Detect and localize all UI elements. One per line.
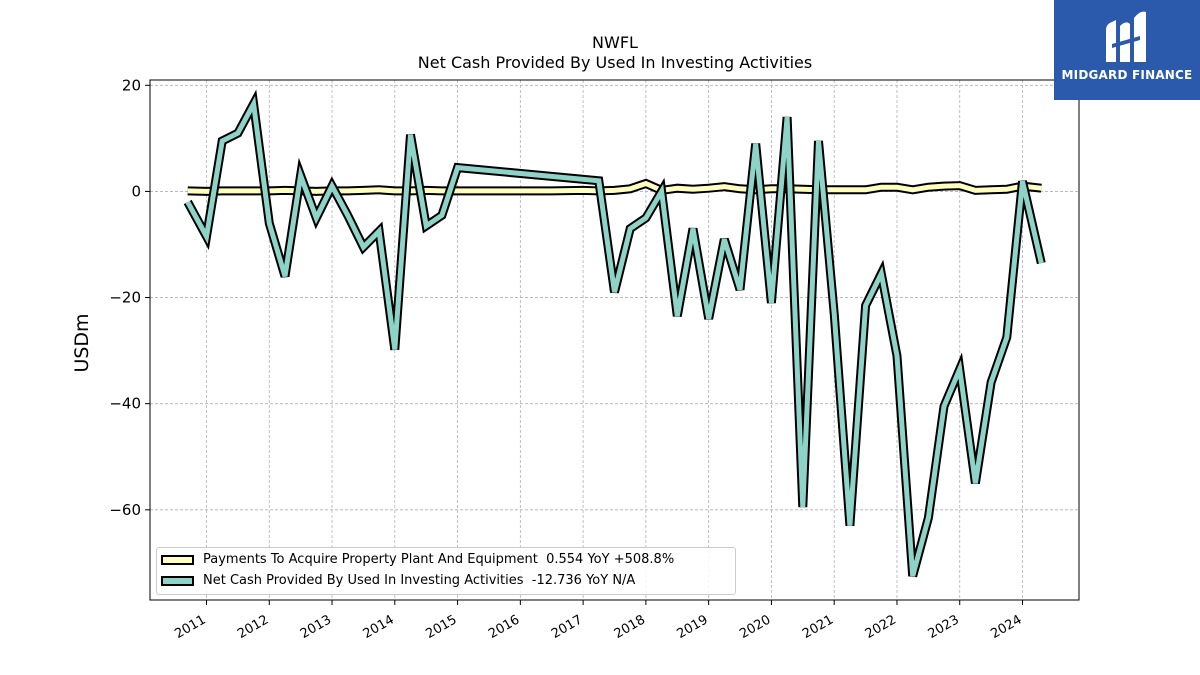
y-tick-label: −40	[109, 395, 141, 413]
grid-lines	[150, 80, 1079, 600]
series-lines	[183, 89, 1046, 578]
legend-label-investing: Net Cash Provided By Used In Investing A…	[203, 573, 636, 588]
midgard-logo: MIDGARD FINANCE	[1054, 0, 1200, 100]
y-tick-label: −20	[109, 289, 141, 307]
chart-title: NWFL	[592, 33, 638, 52]
chart-subtitle: Net Cash Provided By Used In Investing A…	[418, 53, 812, 72]
logo-icon	[1106, 11, 1146, 63]
legend-item-capex: Payments To Acquire Property Plant And E…	[157, 550, 735, 570]
logo-text: MIDGARD FINANCE	[1061, 68, 1193, 82]
series-line-0	[187, 180, 1042, 194]
legend-swatch-capex	[161, 555, 194, 565]
legend-swatch-investing	[161, 576, 194, 586]
y-tick-label: −60	[109, 501, 141, 519]
plot-frame	[149, 79, 1080, 601]
y-axis-label: USDm	[71, 313, 93, 372]
legend-item-investing: Net Cash Provided By Used In Investing A…	[157, 571, 735, 591]
y-axis-ticks: 20 0 −20 −40 −60	[109, 76, 150, 519]
y-tick-label: 20	[122, 76, 141, 94]
legend: Payments To Acquire Property Plant And E…	[156, 547, 736, 595]
series-line-1	[185, 95, 1044, 577]
legend-label-capex: Payments To Acquire Property Plant And E…	[203, 552, 675, 567]
y-tick-label: 0	[131, 182, 141, 200]
